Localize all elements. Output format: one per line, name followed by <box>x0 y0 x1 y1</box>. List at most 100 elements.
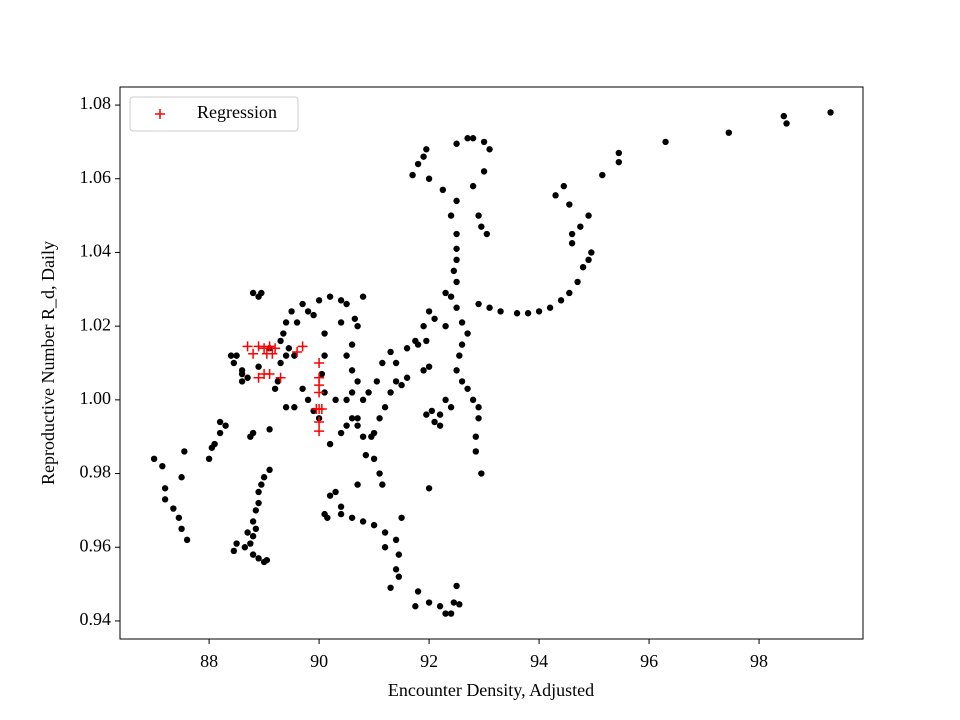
dot-marker <box>359 293 367 300</box>
legend-box <box>129 96 299 132</box>
dot-marker <box>450 267 458 275</box>
dot-marker <box>337 429 345 437</box>
dot-marker <box>447 610 455 617</box>
dot-marker <box>513 310 521 317</box>
dot-marker <box>161 496 169 503</box>
dot-marker <box>288 308 295 315</box>
plot-frame <box>119 86 864 640</box>
dot-marker <box>263 556 271 564</box>
dot-marker <box>318 370 326 378</box>
dot-marker <box>436 422 444 429</box>
dot-marker <box>392 566 400 573</box>
dot-marker <box>497 308 504 315</box>
plus-marker <box>267 348 278 359</box>
dot-marker <box>458 341 466 348</box>
dot-marker <box>398 381 405 389</box>
dot-marker <box>247 433 254 440</box>
dot-marker <box>442 396 449 404</box>
dot-marker <box>464 385 471 392</box>
y-tick-label: 1.02 <box>80 314 112 334</box>
dot-marker <box>560 182 568 190</box>
dot-marker <box>439 186 447 194</box>
dot-marker <box>456 352 463 359</box>
dot-marker <box>321 389 328 396</box>
dot-marker <box>266 466 273 474</box>
dot-marker <box>420 153 427 160</box>
dot-marker <box>414 588 422 595</box>
dot-marker <box>373 378 381 385</box>
dot-marker <box>480 168 488 175</box>
dot-marker <box>354 481 361 488</box>
dot-marker <box>249 532 257 540</box>
dot-marker <box>392 359 400 367</box>
dot-marker <box>376 415 383 422</box>
dot-marker <box>343 396 350 404</box>
plus-marker <box>314 426 325 437</box>
dot-marker <box>546 304 554 311</box>
dot-marker <box>392 378 400 385</box>
dot-marker <box>423 411 430 418</box>
dot-marker <box>291 352 298 359</box>
plus-marker <box>264 341 275 352</box>
dot-marker <box>662 138 669 146</box>
dot-marker <box>456 601 463 608</box>
dot-marker <box>348 514 356 521</box>
dot-marker <box>423 337 430 345</box>
dot-marker <box>379 359 386 367</box>
dot-marker <box>238 370 246 378</box>
plus-marker <box>259 343 270 354</box>
dot-marker <box>321 352 328 359</box>
dot-marker <box>423 146 430 153</box>
dot-marker <box>252 507 260 514</box>
dot-marker <box>425 175 433 182</box>
dot-marker <box>183 536 191 544</box>
dot-marker <box>450 599 458 606</box>
dot-marker <box>310 311 317 319</box>
dot-marker <box>486 304 493 311</box>
dot-marker <box>420 322 427 330</box>
dot-marker <box>354 415 361 422</box>
dot-marker <box>486 146 493 153</box>
dot-marker <box>343 352 350 359</box>
dot-marker <box>222 422 229 429</box>
dot-marker <box>181 448 188 455</box>
plus-marker <box>155 109 165 119</box>
x-tick-label: 94 <box>530 651 548 671</box>
dot-marker <box>291 404 298 411</box>
dot-marker <box>392 536 400 544</box>
dot-marker <box>395 573 403 580</box>
dot-marker <box>233 540 240 547</box>
dot-marker <box>293 319 301 326</box>
dot-marker <box>354 422 361 429</box>
dot-marker <box>326 492 334 499</box>
dot-marker <box>425 308 433 315</box>
dot-marker <box>387 584 394 591</box>
dot-marker <box>348 367 356 374</box>
dot-marker <box>258 481 265 488</box>
plus-marker <box>314 416 325 427</box>
dot-marker <box>321 510 328 518</box>
plus-marker <box>292 346 303 357</box>
dot-marker <box>381 529 389 536</box>
dot-marker <box>599 171 606 179</box>
plus-marker <box>264 369 275 380</box>
y-tick-label: 1.08 <box>80 93 112 113</box>
dot-marker <box>348 415 356 422</box>
plus-marker <box>314 387 325 398</box>
dot-marker <box>249 518 257 525</box>
dot-marker <box>574 278 581 286</box>
dot-marker <box>398 514 405 521</box>
dot-marker <box>304 396 312 404</box>
dot-marker <box>337 510 345 518</box>
dot-marker <box>568 240 576 247</box>
dot-marker <box>381 404 389 411</box>
dot-marker <box>442 289 449 297</box>
dot-marker <box>233 352 240 359</box>
dot-marker <box>255 363 262 370</box>
dot-marker <box>436 411 444 418</box>
dot-marker <box>442 322 449 330</box>
y-tick-label: 0.96 <box>80 535 112 555</box>
x-axis-label: Encounter Density, Adjusted <box>388 680 594 700</box>
dot-marker <box>216 429 224 437</box>
